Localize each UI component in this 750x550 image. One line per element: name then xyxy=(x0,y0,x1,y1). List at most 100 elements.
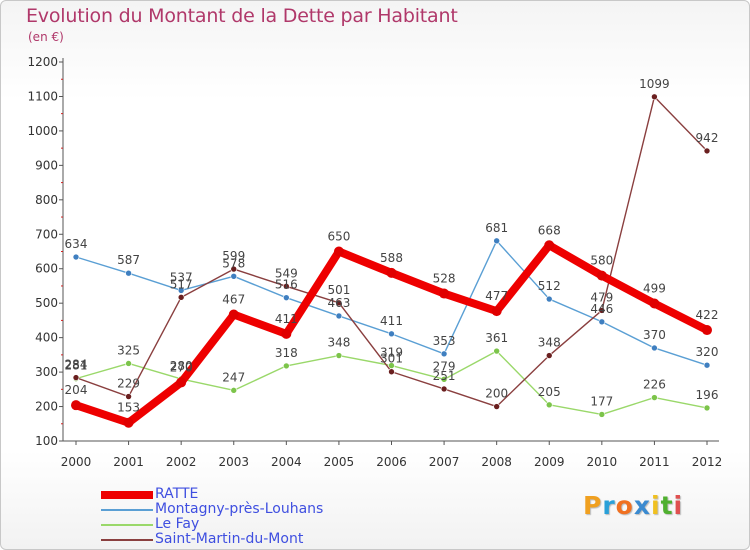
legend-item: Saint-Martin-du-Mont xyxy=(101,532,323,547)
data-label: 270 xyxy=(170,360,193,374)
data-label: 361 xyxy=(485,331,508,345)
x-tick-label: 2001 xyxy=(113,455,144,469)
data-point xyxy=(596,270,607,281)
data-point xyxy=(493,347,500,355)
x-tick-label: 2005 xyxy=(324,455,355,469)
legend-swatch xyxy=(101,538,153,541)
data-point xyxy=(651,93,658,101)
y-tick-label: 500 xyxy=(35,296,58,310)
data-label: 446 xyxy=(590,302,613,316)
legend-label: Montagny-près-Louhans xyxy=(155,501,324,517)
legend-item: RATTE xyxy=(101,487,323,502)
data-point xyxy=(335,299,343,307)
data-point xyxy=(228,309,239,320)
logo-letter: r xyxy=(602,491,616,520)
data-label: 942 xyxy=(696,131,719,145)
data-label: 281 xyxy=(65,359,88,373)
legend-label: RATTE xyxy=(155,486,199,502)
data-label: 280 xyxy=(170,359,193,373)
data-label: 348 xyxy=(538,336,561,350)
x-tick-label: 2012 xyxy=(692,455,723,469)
data-label: 251 xyxy=(433,369,456,383)
data-point xyxy=(493,237,500,245)
data-point xyxy=(283,294,290,301)
data-point xyxy=(703,404,711,412)
data-label: 325 xyxy=(117,343,140,357)
data-label: 587 xyxy=(117,253,140,267)
data-point xyxy=(651,344,658,352)
data-label: 588 xyxy=(380,251,403,265)
data-label: 516 xyxy=(275,278,298,292)
data-label: 512 xyxy=(538,279,561,293)
data-point xyxy=(440,350,448,358)
y-tick-label: 300 xyxy=(35,365,58,379)
data-label: 463 xyxy=(327,296,350,310)
logo-letter: t xyxy=(660,491,674,520)
data-point xyxy=(439,288,450,299)
logo-letter: x xyxy=(633,491,651,520)
data-label: 517 xyxy=(170,277,193,291)
data-point xyxy=(335,312,343,320)
data-label: 499 xyxy=(643,282,666,296)
data-label: 226 xyxy=(643,378,666,392)
data-point xyxy=(598,307,606,314)
data-point xyxy=(598,411,606,418)
data-label: 370 xyxy=(643,328,666,342)
data-point xyxy=(71,400,81,411)
data-point xyxy=(177,294,185,301)
data-point xyxy=(125,269,132,277)
legend-item: Le Fay xyxy=(101,517,323,532)
proxiti-logo: Proxiti xyxy=(583,491,683,520)
data-point xyxy=(491,306,502,317)
y-tick-label: 800 xyxy=(35,193,58,207)
data-label: 353 xyxy=(433,334,456,348)
data-label: 599 xyxy=(222,249,245,263)
y-tick-label: 200 xyxy=(35,400,58,414)
data-point xyxy=(703,147,711,155)
data-point xyxy=(440,376,448,383)
data-point xyxy=(388,368,395,376)
data-point xyxy=(123,417,134,428)
data-label: 422 xyxy=(696,308,719,322)
chart-title: Evolution du Montant de la Dette par Hab… xyxy=(26,5,458,27)
chart-subtitle: (en €) xyxy=(28,30,64,44)
data-point xyxy=(335,352,343,359)
data-point xyxy=(545,352,553,359)
data-label: 634 xyxy=(65,237,88,251)
data-point xyxy=(283,282,290,290)
x-tick-label: 2009 xyxy=(534,455,565,469)
legend-swatch xyxy=(101,508,153,511)
x-tick-label: 2002 xyxy=(166,455,197,469)
data-label: 177 xyxy=(590,394,613,408)
data-label: 537 xyxy=(170,270,193,284)
data-label: 279 xyxy=(433,359,456,373)
y-tick-label: 1100 xyxy=(27,89,58,103)
y-tick-label: 900 xyxy=(35,158,58,172)
data-label: 301 xyxy=(380,352,403,366)
data-label: 411 xyxy=(275,312,298,326)
data-label: 205 xyxy=(538,385,561,399)
legend-swatch xyxy=(101,490,153,499)
logo-letter: i xyxy=(651,491,661,520)
data-point xyxy=(125,360,132,367)
legend-label: Saint-Martin-du-Mont xyxy=(155,531,304,547)
data-label: 229 xyxy=(117,377,140,391)
data-point xyxy=(386,267,397,278)
data-label: 467 xyxy=(222,293,245,307)
data-label: 479 xyxy=(590,290,613,304)
x-tick-label: 2003 xyxy=(218,455,249,469)
data-label: 1099 xyxy=(639,77,670,91)
logo-letter: i xyxy=(673,491,684,520)
data-label: 578 xyxy=(222,256,245,270)
x-tick-label: 2008 xyxy=(481,455,512,469)
data-label: 477 xyxy=(485,289,508,303)
data-point xyxy=(230,273,238,280)
data-point xyxy=(493,403,500,410)
x-tick-label: 2010 xyxy=(587,455,618,469)
x-tick-label: 2004 xyxy=(271,455,302,469)
x-tick-label: 2000 xyxy=(61,455,92,469)
data-point xyxy=(598,318,606,326)
data-point xyxy=(651,394,658,401)
